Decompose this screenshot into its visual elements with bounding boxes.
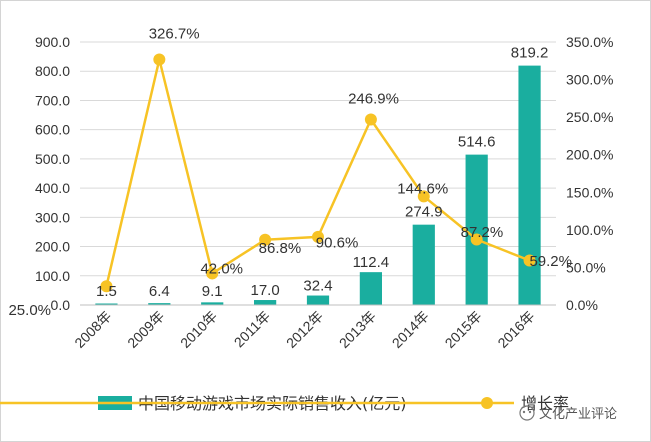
- y-right-tick-label: 150.0%: [566, 184, 613, 200]
- watermark: 文化产业评论: [519, 405, 617, 422]
- bar-value-label: 1.5: [96, 283, 117, 300]
- y-right-tick-label: 100.0%: [566, 222, 613, 238]
- y-right-tick-label: 300.0%: [566, 72, 613, 88]
- growth-value-label: 90.6%: [316, 234, 359, 251]
- bar-series: [95, 65, 541, 305]
- y-left-tick-label: 700.0: [35, 92, 70, 108]
- y-left-tick-label: 500.0: [35, 151, 70, 167]
- y-right-tick-label: 250.0%: [566, 109, 613, 125]
- x-tick-label: 2013年: [336, 308, 379, 351]
- x-tick-label: 2009年: [124, 308, 167, 351]
- bar-value-label: 112.4: [353, 254, 389, 271]
- x-tick-label: 2010年: [177, 308, 220, 351]
- y-right-tick-label: 50.0%: [566, 259, 606, 275]
- bar-value-label: 274.9: [405, 204, 443, 221]
- y-right-tick-label: 200.0%: [566, 147, 613, 163]
- bar-value-label: 6.4: [149, 283, 170, 300]
- growth-point: [417, 190, 430, 203]
- watermark-icon: [519, 405, 535, 421]
- growth-value-label: 144.6%: [397, 181, 448, 198]
- bar-value-label: 9.1: [202, 283, 223, 300]
- growth-value-label: 86.8%: [259, 240, 302, 257]
- growth-value-label: 25.0%: [8, 302, 51, 319]
- growth-value-label: 246.9%: [348, 91, 399, 108]
- growth-point: [153, 53, 166, 66]
- x-tick-label: 2016年: [494, 308, 537, 351]
- bar: [95, 303, 118, 305]
- line-series: [100, 53, 536, 293]
- legend-line-marker: [481, 397, 493, 409]
- y-left-tick-label: 600.0: [35, 122, 70, 138]
- growth-point: [312, 230, 324, 243]
- growth-value-label: 87.2%: [461, 224, 504, 241]
- growth-point: [206, 267, 219, 280]
- bar: [465, 154, 488, 305]
- data-labels: 1.5 6.4 9.1 17.0 32.4 112.4 274.9 514.6 819.2 25.…: [8, 25, 572, 319]
- growth-point: [100, 280, 113, 293]
- legend: 中国移动游戏市场实际销售收入(亿元) 增长率: [0, 394, 569, 413]
- y-left-tick-label: 900.0: [35, 34, 70, 50]
- watermark-icon-dot: [522, 410, 526, 414]
- growth-point: [523, 254, 536, 267]
- bar-value-label: 514.6: [458, 134, 496, 151]
- growth-point: [259, 233, 272, 246]
- legend-line-label: 增长率: [521, 394, 569, 413]
- bar-value-label: 17.0: [251, 282, 280, 299]
- bar: [412, 224, 435, 305]
- growth-value-label: 42.0%: [200, 260, 243, 277]
- bar: [306, 295, 330, 305]
- x-tick-label: 2014年: [389, 308, 432, 351]
- x-tick-label: 2015年: [442, 308, 485, 351]
- y-right-tick-label: 0.0%: [566, 297, 598, 313]
- left-axis: 0.0 100.0 200.0 300.0 400.0 500.0 600.0 700.0 80…: [35, 34, 70, 313]
- y-left-tick-label: 100.0: [35, 268, 70, 284]
- growth-value-label: 59.2%: [529, 253, 572, 270]
- right-axis: 0.0% 50.0% 100.0% 150.0% 200.0% 250.0% 300.0% 3…: [566, 34, 613, 313]
- x-tick-label: 2011年: [231, 308, 274, 351]
- growth-point: [364, 113, 377, 126]
- bar: [148, 303, 171, 305]
- watermark-label: 文化产业评论: [539, 407, 617, 422]
- growth-point: [470, 233, 483, 246]
- y-left-tick-label: 200.0: [35, 239, 70, 255]
- bar: [201, 302, 224, 305]
- bar-value-label: 32.4: [303, 278, 332, 295]
- bar: [359, 272, 382, 305]
- y-left-tick-label: 0.0: [51, 297, 71, 313]
- bar-value-label: 819.2: [511, 45, 549, 62]
- x-axis: 2008年 2009年 2010年 2011年 2012年 2013年 2014年 2015年…: [71, 304, 556, 351]
- x-tick-label: 2008年: [71, 308, 114, 351]
- y-left-tick-label: 300.0: [35, 209, 70, 225]
- y-left-tick-label: 400.0: [35, 180, 70, 196]
- growth-value-label: 326.7%: [149, 25, 200, 42]
- y-left-tick-label: 800.0: [35, 63, 70, 79]
- bar: [254, 300, 277, 305]
- y-right-tick-label: 350.0%: [566, 34, 613, 50]
- bar: [518, 65, 541, 305]
- watermark-icon-dot: [528, 410, 532, 414]
- x-tick-label: 2012年: [283, 308, 326, 351]
